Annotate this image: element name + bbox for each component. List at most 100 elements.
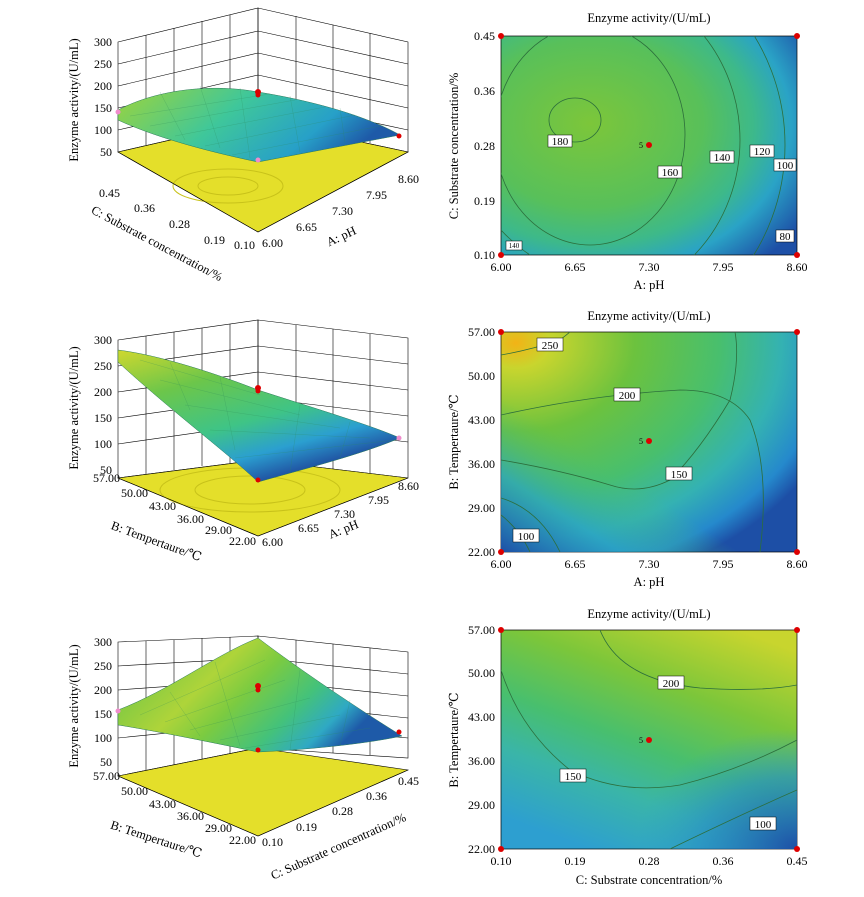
x-tick: 0.28 [639, 854, 660, 868]
y-tick: 36.00 [468, 754, 495, 768]
x-tick: 0.36 [366, 789, 387, 803]
y-tick: 50.00 [468, 666, 495, 680]
x-tick: 8.60 [398, 172, 419, 186]
z-tick: 150 [94, 101, 112, 115]
response-surface [117, 87, 401, 163]
contour-label: 250 [542, 340, 559, 352]
y-axis-label: B: Tempertaure/℃ [447, 394, 461, 489]
contour-label: 150 [671, 469, 688, 481]
y-tick: 22.00 [468, 842, 495, 856]
x-tick: 6.00 [491, 260, 512, 274]
x-tick: 0.45 [398, 774, 419, 788]
z-tick: 150 [94, 411, 112, 425]
z-tick: 100 [94, 123, 112, 137]
x-tick: 6.00 [491, 557, 512, 571]
y-axis-label: B: Tempertaure/℃ [109, 818, 204, 861]
z-tick: 100 [94, 731, 112, 745]
y-tick: 0.19 [474, 194, 495, 208]
x-tick: 7.30 [639, 557, 660, 571]
contour-chart-ph-substrate: Enzyme activity/(U/mL) 180 160 140 120 1… [440, 0, 864, 300]
y-tick: 0.45 [474, 29, 495, 43]
y-tick: 36.00 [177, 809, 204, 823]
contour-label: 80 [780, 231, 792, 243]
contour-label: 140 [509, 242, 520, 250]
y-tick: 22.00 [229, 833, 256, 847]
y-tick: 22.00 [229, 534, 256, 548]
contour-svg: Enzyme activity/(U/mL) 180 160 140 120 1… [447, 11, 808, 292]
contour-label: 140 [714, 152, 731, 164]
y-tick: 0.10 [234, 238, 255, 252]
x-tick: 8.60 [787, 260, 808, 274]
y-tick: 0.28 [169, 217, 190, 231]
contour-label: 100 [777, 160, 794, 172]
x-tick: 7.95 [713, 557, 734, 571]
z-tick: 200 [94, 385, 112, 399]
z-tick: 200 [94, 79, 112, 93]
surface-chart-ph-temperature: 300 250 200 150 100 50 Enzyme activity/(… [0, 300, 440, 600]
surface-chart-substrate-temperature: 300 250 200 150 100 50 Enzyme activity/(… [0, 600, 440, 892]
center-point-label: 5 [639, 437, 643, 446]
design-point [255, 92, 261, 98]
contour-label: 150 [565, 771, 582, 783]
z-tick: 200 [94, 683, 112, 697]
x-tick: 8.60 [787, 557, 808, 571]
z-tick-labels: 300 250 200 150 100 50 [94, 35, 112, 159]
y-tick: 43.00 [468, 413, 495, 427]
contour-label: 100 [755, 819, 772, 831]
x-tick: 0.28 [332, 804, 353, 818]
y-tick: 29.00 [468, 798, 495, 812]
y-tick: 43.00 [468, 710, 495, 724]
y-tick: 36.00 [177, 512, 204, 526]
contour-title: Enzyme activity/(U/mL) [587, 11, 710, 25]
contour-label: 120 [754, 146, 771, 158]
y-tick: 57.00 [468, 325, 495, 339]
z-tick: 300 [94, 35, 112, 49]
center-point [646, 142, 652, 148]
x-tick-labels: 6.00 6.65 7.30 7.95 8.60 [491, 260, 808, 274]
y-tick: 43.00 [149, 797, 176, 811]
contour-chart-ph-temperature: Enzyme activity/(U/mL) 250 200 150 100 5… [440, 300, 864, 600]
y-tick: 50.00 [468, 369, 495, 383]
x-tick: 6.65 [296, 220, 317, 234]
y-axis-label: C: Substrate concentration/% [447, 73, 461, 220]
x-tick: 6.00 [262, 236, 283, 250]
y-tick: 0.36 [134, 201, 155, 215]
x-tick: 7.30 [332, 204, 353, 218]
design-point [115, 109, 121, 115]
contour-title: Enzyme activity/(U/mL) [587, 607, 710, 621]
x-tick: 0.19 [296, 820, 317, 834]
z-tick: 100 [94, 437, 112, 451]
surface-svg: 300 250 200 150 100 50 Enzyme activity/(… [67, 7, 419, 284]
surface-chart-ph-substrate: 300 250 200 150 100 50 Enzyme activity/(… [0, 0, 440, 300]
x-tick: 7.95 [368, 493, 389, 507]
z-tick: 250 [94, 57, 112, 71]
x-tick: 7.95 [366, 188, 387, 202]
y-tick: 43.00 [149, 499, 176, 513]
x-tick: 0.36 [713, 854, 734, 868]
y-tick: 29.00 [205, 821, 232, 835]
center-point [646, 737, 652, 743]
z-tick: 300 [94, 333, 112, 347]
design-point [255, 157, 261, 163]
x-tick: 0.10 [491, 854, 512, 868]
x-tick: 0.19 [565, 854, 586, 868]
contour-labels: 180 160 140 120 100 80 140 [505, 134, 797, 251]
surface-svg: 300 250 200 150 100 50 Enzyme activity/(… [67, 319, 419, 564]
y-tick: 0.36 [474, 84, 495, 98]
z-tick: 150 [94, 707, 112, 721]
y-tick: 36.00 [468, 457, 495, 471]
y-tick: 29.00 [205, 523, 232, 537]
corner-points [498, 33, 800, 258]
x-tick: 6.00 [262, 535, 283, 549]
contour-title: Enzyme activity/(U/mL) [587, 309, 710, 323]
x-tick: 7.95 [713, 260, 734, 274]
center-point-label: 5 [639, 141, 643, 150]
y-tick: 0.10 [474, 248, 495, 262]
z-tick: 300 [94, 635, 112, 649]
y-tick: 22.00 [468, 545, 495, 559]
z-axis-label: Enzyme activity/(U/mL) [67, 38, 81, 161]
z-tick: 250 [94, 659, 112, 673]
z-tick: 250 [94, 359, 112, 373]
contour-label: 100 [518, 531, 535, 543]
x-tick: 7.30 [639, 260, 660, 274]
